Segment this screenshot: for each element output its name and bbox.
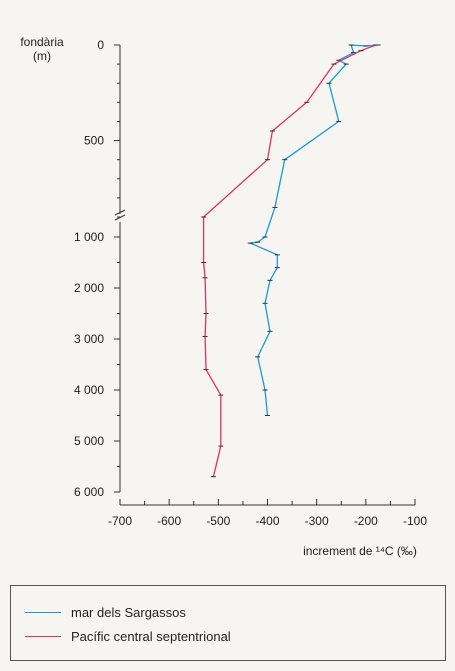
x-tick-label: -300	[305, 514, 329, 528]
chart: fondària (m) 0 500 1 000 2 000 3 000 4 000 5 0…	[20, 35, 427, 558]
y-tick-label-lower: 2 000	[74, 281, 104, 295]
legend-item-sargassos: mar dels Sargassos	[25, 604, 186, 620]
y-tick-label-upper: 500	[84, 134, 104, 148]
series-line-1	[202, 44, 376, 477]
x-tick-label: -400	[255, 514, 279, 528]
x-tick-label: -500	[206, 514, 230, 528]
series-line-0	[249, 44, 379, 416]
y-axis-title-line1: fondària	[20, 35, 64, 49]
y-tick-label-upper: 0	[97, 38, 104, 52]
y-tick-label-lower: 1 000	[74, 230, 104, 244]
legend: mar dels Sargassos Pacífic central septe…	[10, 585, 446, 661]
x-tick-label: -600	[157, 514, 181, 528]
y-tick-label-lower: 3 000	[74, 332, 104, 346]
y-tick-label-lower: 6 000	[74, 485, 104, 499]
y-axis-title-line2: (m)	[33, 49, 51, 63]
legend-label-sargassos: mar dels Sargassos	[71, 604, 186, 620]
legend-swatch-sargassos	[25, 611, 61, 613]
x-tick-label: -200	[354, 514, 378, 528]
legend-item-pacific: Pacífic central septentrional	[25, 628, 231, 644]
axis-break-mark-1	[114, 209, 126, 216]
axes: 0 500 1 000 2 000 3 000 4 000 5 000 6 000 -700 -6…	[74, 38, 427, 528]
legend-swatch-pacific	[25, 635, 61, 637]
y-tick-label-lower: 5 000	[74, 434, 104, 448]
series-layer	[201, 44, 381, 478]
x-tick-label: -100	[403, 514, 427, 528]
legend-label-pacific: Pacífic central septentrional	[71, 628, 231, 644]
y-tick-label-lower: 4 000	[74, 383, 104, 397]
x-tick-label: -700	[108, 514, 132, 528]
x-axis-title: increment de ¹⁴C (‰)	[303, 544, 417, 558]
